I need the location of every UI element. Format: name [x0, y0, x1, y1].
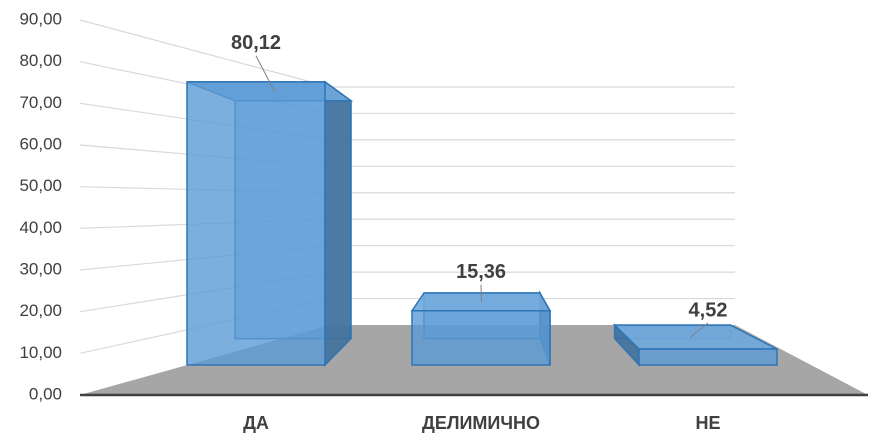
y-tick-label: 10,00 [19, 343, 62, 362]
x-tick-label: ДА [243, 413, 269, 433]
y-tick-label: 60,00 [19, 134, 62, 153]
grid-line [79, 19, 331, 88]
y-tick-label: 90,00 [19, 9, 62, 28]
value-label: 15,36 [456, 261, 506, 283]
bar-top [612, 324, 778, 350]
x-tick-label: ДЕЛИМИЧНО [422, 413, 540, 433]
value-label: 4,52 [689, 299, 728, 321]
value-label: 80,12 [231, 32, 281, 54]
bar-side [324, 80, 352, 367]
leader-line [690, 322, 709, 338]
y-tick-label: 50,00 [19, 176, 62, 195]
y-tick-label: 80,00 [19, 51, 62, 70]
y-tick-label: 70,00 [19, 93, 62, 112]
leader-line [255, 55, 275, 92]
bar [186, 81, 326, 366]
bar [638, 348, 778, 366]
y-tick-label: 30,00 [19, 259, 62, 278]
y-tick-label: 20,00 [19, 301, 62, 320]
y-tick-label: 0,00 [29, 384, 62, 403]
y-tick-label: 40,00 [19, 218, 62, 237]
x-tick-label: НЕ [695, 413, 720, 433]
bar [411, 309, 551, 366]
